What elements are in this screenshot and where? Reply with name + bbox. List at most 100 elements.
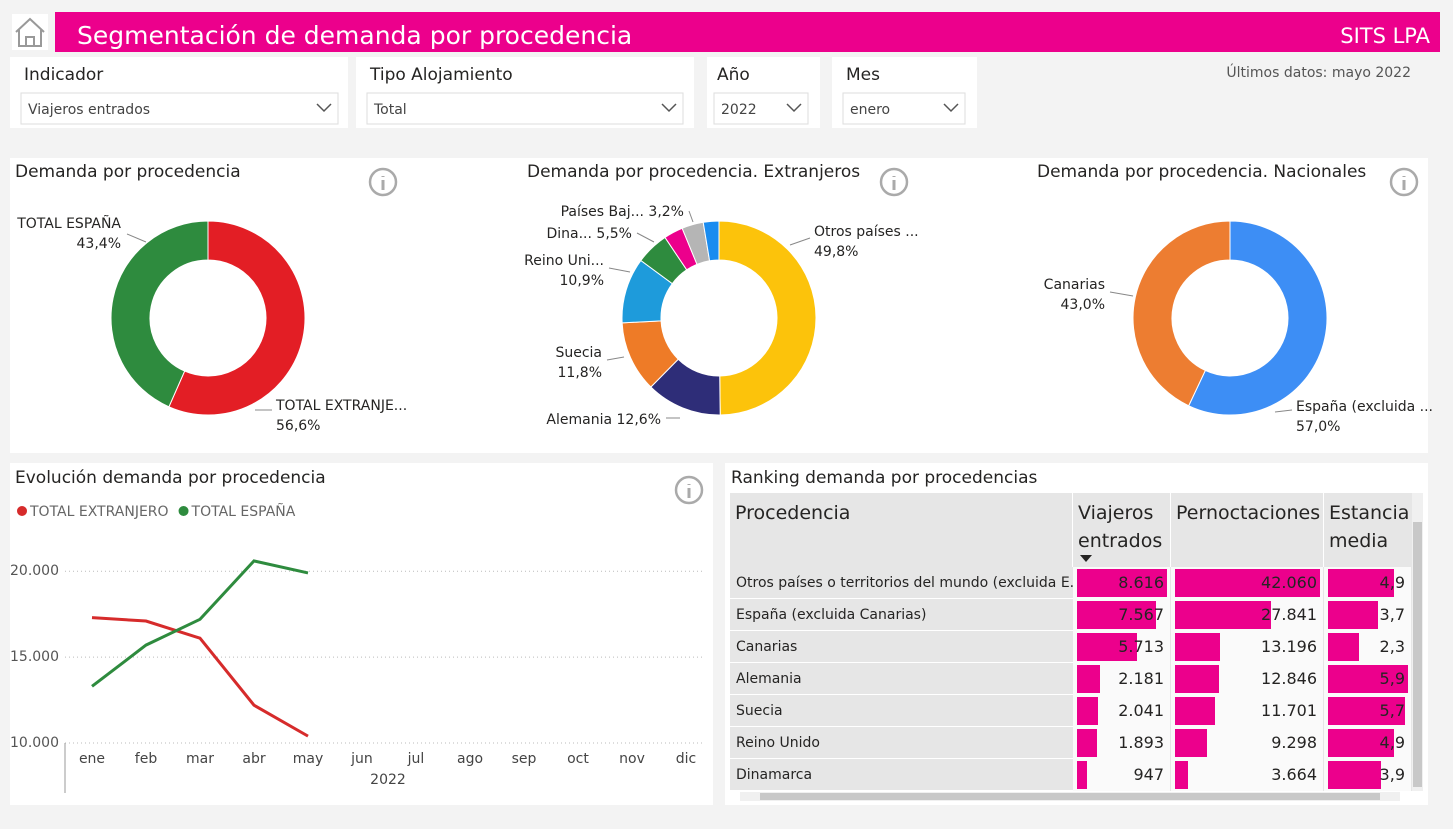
bar (1328, 697, 1406, 725)
home-icon (15, 17, 45, 47)
bar (1175, 729, 1208, 757)
slice-name: TOTAL ESPAÑA (16, 215, 121, 232)
bar (1077, 569, 1167, 597)
dropdown-box (20, 92, 339, 125)
x-axis-label: 2022 (370, 772, 406, 788)
dropdown[interactable]: 2022 (713, 92, 809, 125)
pie-slice (110, 220, 209, 408)
cell-value: 2.041 (1118, 701, 1164, 720)
x-tick-label: jul (407, 751, 425, 767)
bar (1328, 761, 1381, 789)
dropdown[interactable]: Viajeros entrados (20, 92, 339, 125)
cell: 5,9 (1324, 663, 1412, 695)
cell: 3,9 (1324, 759, 1412, 791)
slice-value: 12,6% (617, 412, 661, 428)
cell: 27.841 (1171, 599, 1324, 631)
leader-line (606, 356, 625, 361)
bar (1328, 729, 1395, 757)
column-header: Estancia media (1324, 493, 1412, 567)
pie-slice (1188, 220, 1328, 416)
line-series (91, 559, 309, 688)
scrollbar-v-thumb (1413, 522, 1422, 787)
cell: 12.846 (1171, 663, 1324, 695)
cell-value: 947 (1133, 765, 1164, 784)
slice-label: Alemania 12,6% (546, 412, 661, 428)
pie-slice (168, 220, 306, 416)
slice-value: 43,4% (77, 236, 121, 252)
cell-value: 5.713 (1118, 637, 1164, 656)
slice-name: Canarias (1044, 277, 1105, 293)
cell-value: 9.298 (1271, 733, 1317, 752)
cell-value: 3.664 (1271, 765, 1317, 784)
dropdown-box (842, 92, 966, 125)
row-label: España (excluida Canarias) (730, 599, 1073, 631)
cell: 3.664 (1171, 759, 1324, 791)
slice-value: 56,6% (276, 418, 320, 434)
x-tick-label: nov (619, 751, 645, 767)
cell: 5,7 (1324, 695, 1412, 727)
chart-title: Demanda por procedencia. Extranjeros (527, 162, 860, 182)
sort-arrow (1080, 555, 1092, 562)
leader-line (789, 237, 811, 246)
cell: 1.893 (1073, 727, 1171, 759)
brand: SITS LPA (1340, 24, 1430, 48)
column-header: Procedencia (730, 493, 1073, 567)
chart-title: Demanda por procedencia. Nacionales (1037, 162, 1366, 182)
slice-name: Otros países ... (814, 224, 919, 240)
bar (1175, 601, 1271, 629)
cell: 2.041 (1073, 695, 1171, 727)
row-label: Suecia (730, 695, 1073, 727)
slice-name: Alemania (546, 412, 612, 428)
info-icon (1389, 167, 1419, 197)
cell: 11.701 (1171, 695, 1324, 727)
slice-name: España (excluida ... (1296, 399, 1433, 415)
cell-value: 5,9 (1379, 669, 1405, 688)
legend-marker (17, 506, 27, 516)
dropdown[interactable]: enero (842, 92, 966, 125)
leader-line (1109, 291, 1134, 297)
row-label: Alemania (730, 663, 1073, 695)
slice-label: Dina... 5,5% (546, 226, 632, 242)
dropdown[interactable]: Total (366, 92, 684, 125)
row-label: Reino Unido (730, 727, 1073, 759)
slice-value: 57,0% (1296, 419, 1340, 435)
bar (1077, 665, 1100, 693)
chevron (316, 103, 332, 113)
chevron (786, 103, 802, 113)
cell: 947 (1073, 759, 1171, 791)
legend-label: TOTAL EXTRANJERO (29, 504, 169, 520)
slice-name: TOTAL EXTRANJE... (275, 398, 407, 414)
y-tick-label: 15.000 (10, 649, 59, 665)
header-bar (55, 12, 1440, 52)
cell: 9.298 (1171, 727, 1324, 759)
x-tick-label: jun (350, 751, 373, 767)
y-tick-label: 20.000 (10, 563, 59, 579)
bar (1175, 665, 1220, 693)
filter-label: Tipo Alojamiento (369, 65, 513, 85)
chevron (661, 103, 677, 113)
slice-value: 10,9% (560, 273, 604, 289)
legend-marker (178, 506, 189, 516)
slice-value: 11,8% (558, 365, 602, 381)
cell-value: 1.893 (1118, 733, 1164, 752)
cell: 5.713 (1073, 631, 1171, 663)
cell-value: 42.060 (1261, 573, 1317, 592)
slice-value: 43,0% (1061, 297, 1105, 313)
x-tick-label: may (293, 751, 324, 767)
filter-label: Indicador (24, 65, 103, 85)
panel (10, 463, 713, 805)
ranking-table: Procedencia Viajeros entrados Pernoctacion… (730, 493, 1412, 791)
y-tick-label: 10.000 (10, 735, 59, 751)
bar (1328, 569, 1395, 597)
cell-value: 2.181 (1118, 669, 1164, 688)
x-tick-label: feb (135, 751, 158, 767)
cell: 7.567 (1073, 599, 1171, 631)
leader-line (126, 233, 147, 243)
cell-value: 7.567 (1118, 605, 1164, 624)
legend-label: TOTAL ESPAÑA (191, 503, 296, 520)
cell: 13.196 (1171, 631, 1324, 663)
pie-slice (718, 220, 817, 416)
cell-value: 8.616 (1118, 573, 1164, 592)
leader-line (608, 267, 631, 273)
